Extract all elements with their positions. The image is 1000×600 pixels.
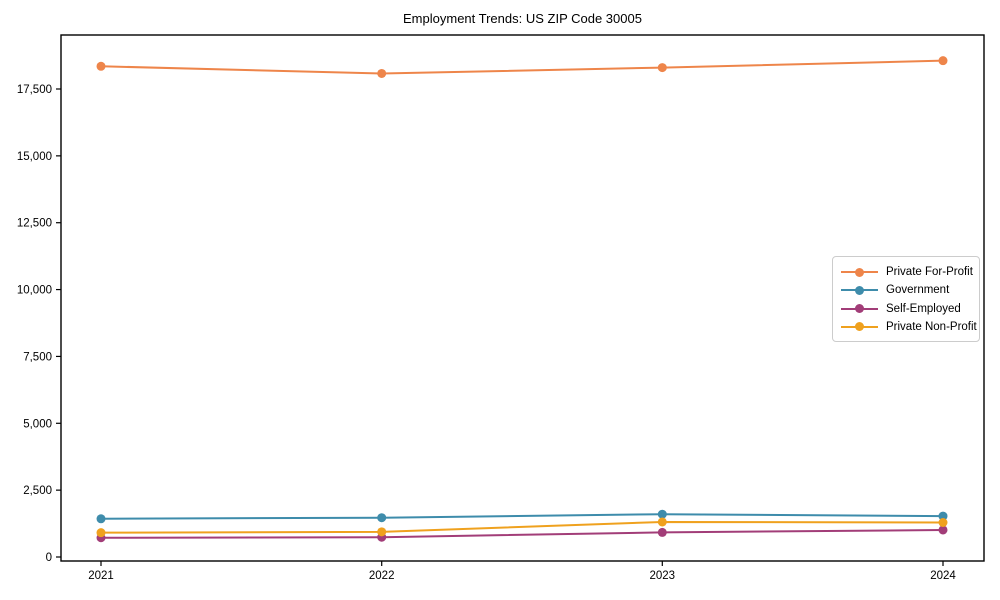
y-tick-label: 10,000 — [17, 285, 52, 297]
data-point — [377, 527, 387, 537]
legend-label: Private For-Profit — [886, 266, 973, 278]
legend-dot-icon — [855, 304, 864, 314]
x-tick-label: 2021 — [88, 570, 114, 582]
legend-label: Government — [886, 284, 950, 297]
data-point — [938, 525, 948, 535]
y-tick-label: 2,500 — [23, 485, 52, 497]
legend-line-marker — [841, 285, 878, 295]
x-tick-label: 2022 — [369, 570, 395, 582]
legend-dot-icon — [855, 267, 864, 277]
y-tick-label: 0 — [46, 552, 52, 564]
data-point — [938, 518, 948, 528]
x-tick-label: 2023 — [650, 570, 676, 582]
data-point — [938, 56, 948, 66]
legend-item-government: Government — [841, 281, 971, 299]
data-point — [938, 511, 948, 521]
legend-item-private-non-profit: Private Non-Profit — [841, 318, 977, 336]
legend-item-private-for-profit: Private For-Profit — [841, 263, 973, 281]
legend-line-marker — [841, 267, 878, 277]
y-tick-label: 5,000 — [23, 418, 52, 430]
data-point — [96, 514, 106, 524]
y-tick-label: 17,500 — [17, 84, 52, 96]
data-point — [657, 517, 667, 527]
legend-dot-icon — [855, 285, 864, 295]
y-tick-label: 12,500 — [17, 218, 52, 230]
data-point — [96, 528, 106, 538]
y-tick-label: 15,000 — [17, 151, 52, 163]
chart-legend: Private For-Profit Government Self-Emplo… — [832, 256, 980, 342]
series-line-Private For-Profit — [100, 59, 944, 75]
data-point — [657, 509, 667, 519]
series-line-Self-Employed — [100, 528, 944, 539]
legend-label: Private Non-Profit — [886, 320, 977, 333]
series-line-Government — [100, 513, 944, 520]
chart-title: Employment Trends: US ZIP Code 30005 — [403, 11, 642, 26]
series-line-Private Non-Profit — [100, 520, 944, 534]
data-point — [377, 513, 387, 523]
legend-dot-icon — [855, 322, 864, 332]
data-point — [657, 527, 667, 537]
y-tick-label: 7,500 — [23, 351, 52, 363]
data-point — [377, 68, 387, 78]
legend-item-self-employed: Self-Employed — [841, 300, 971, 318]
legend-line-marker — [841, 322, 878, 332]
legend-line-marker — [841, 304, 878, 314]
data-point — [96, 61, 106, 71]
legend-label: Self-Employed — [886, 302, 961, 315]
x-tick-label: 2024 — [930, 570, 956, 582]
data-point — [657, 63, 667, 73]
